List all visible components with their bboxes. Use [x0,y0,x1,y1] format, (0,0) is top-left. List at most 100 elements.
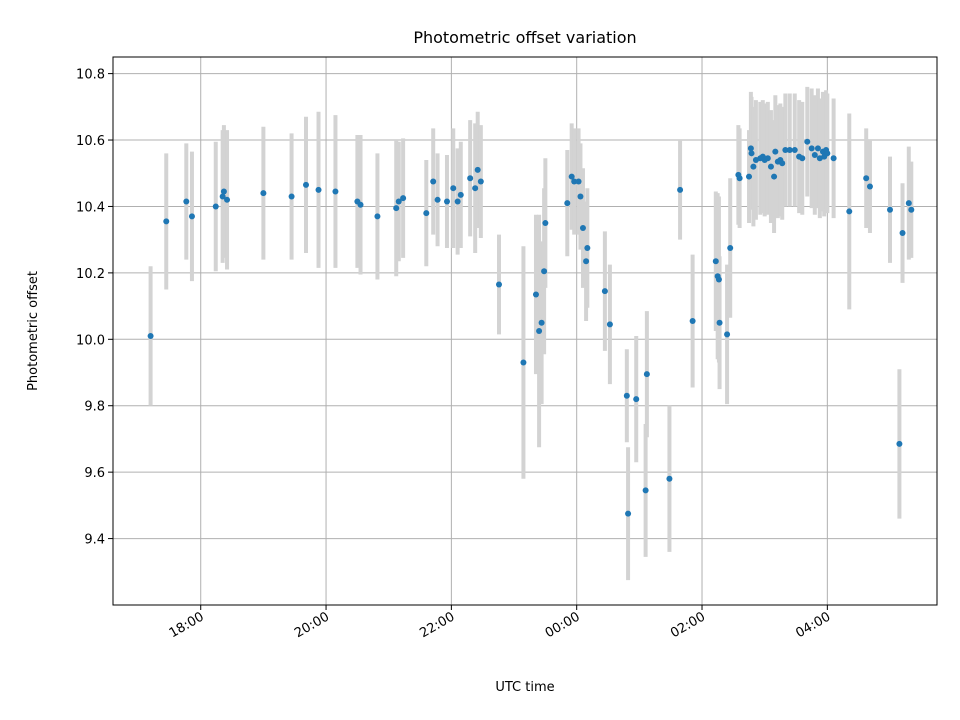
data-point [747,145,754,152]
y-tick-label: 10.6 [76,134,105,149]
data-point [395,198,402,205]
y-tick-label: 10.2 [76,267,105,282]
data-point [183,198,190,205]
y-tick-label: 10.0 [76,333,105,348]
data-point [357,201,364,208]
data-point [804,138,811,145]
data-point [633,396,640,403]
y-axis-label: Photometric offset [26,271,41,391]
data-point [601,288,608,295]
data-point [623,392,630,399]
data-point [532,291,539,298]
data-point [224,196,231,203]
data-point [288,193,295,200]
plot-frame [112,56,938,606]
data-point [163,218,170,225]
data-point [474,166,481,173]
data-point [188,213,195,220]
data-point [716,319,723,326]
data-points [147,138,915,517]
y-tick-label: 9.4 [84,533,105,548]
y-tick-label: 10.8 [76,68,105,83]
data-point [393,205,400,212]
data-point [771,173,778,180]
data-point [642,487,649,494]
data-point [750,163,757,170]
data-point [467,175,474,182]
data-point [571,178,578,185]
data-point [477,178,484,185]
data-point [764,155,771,162]
data-point [908,206,915,213]
chart-title: Photometric offset variation [413,28,636,47]
data-point [830,155,837,162]
data-point [564,200,571,207]
data-point [905,200,912,207]
data-point [782,146,789,153]
data-point [736,175,743,182]
y-tick-label: 9.6 [84,466,105,481]
data-point [779,160,786,167]
data-point [454,198,461,205]
data-point [577,193,584,200]
data-point [583,258,590,265]
data-point [332,188,339,195]
data-point [495,281,502,288]
data-point [400,195,407,202]
data-point [846,208,853,215]
data-point [472,185,479,192]
data-point [423,210,430,217]
data-point [538,319,545,326]
data-point [866,183,873,190]
data-point [715,276,722,283]
data-point [443,198,450,205]
data-point [677,186,684,193]
data-point [899,230,906,237]
data-point [786,146,793,153]
data-point [457,191,464,198]
data-point [584,244,591,251]
data-point [791,146,798,153]
data-point [799,155,806,162]
data-point [724,331,731,338]
data-point [520,359,527,366]
data-point [896,440,903,447]
data-point [814,145,821,152]
data-point [568,173,575,180]
data-point [643,371,650,378]
x-axis-label: UTC time [495,680,554,695]
data-point [727,244,734,251]
data-point [579,225,586,232]
data-point [541,268,548,275]
data-point [220,188,227,195]
data-point [625,510,632,517]
data-point [863,175,870,182]
data-point [260,190,267,197]
data-point [430,178,437,185]
y-axis: 9.4 9.6 9.8 10.0 10.2 10.4 10.6 10.8 [76,68,113,548]
data-point [212,203,219,210]
data-point [748,150,755,157]
data-point [302,181,309,188]
data-point [689,318,696,325]
y-tick-label: 9.8 [84,400,105,415]
data-point [808,145,815,152]
data-point [772,148,779,155]
data-point [542,220,549,227]
data-point [536,328,543,334]
data-point [315,186,322,193]
data-point [434,196,441,203]
data-point [575,178,582,185]
data-point [811,151,818,158]
data-point [746,173,753,180]
data-point [666,475,673,482]
data-point [219,193,226,200]
data-point [767,163,774,170]
y-tick-label: 10.4 [76,200,105,215]
data-point [450,185,457,192]
data-point [712,258,719,265]
data-point [606,321,613,328]
data-point [824,150,831,157]
data-point [147,332,154,339]
